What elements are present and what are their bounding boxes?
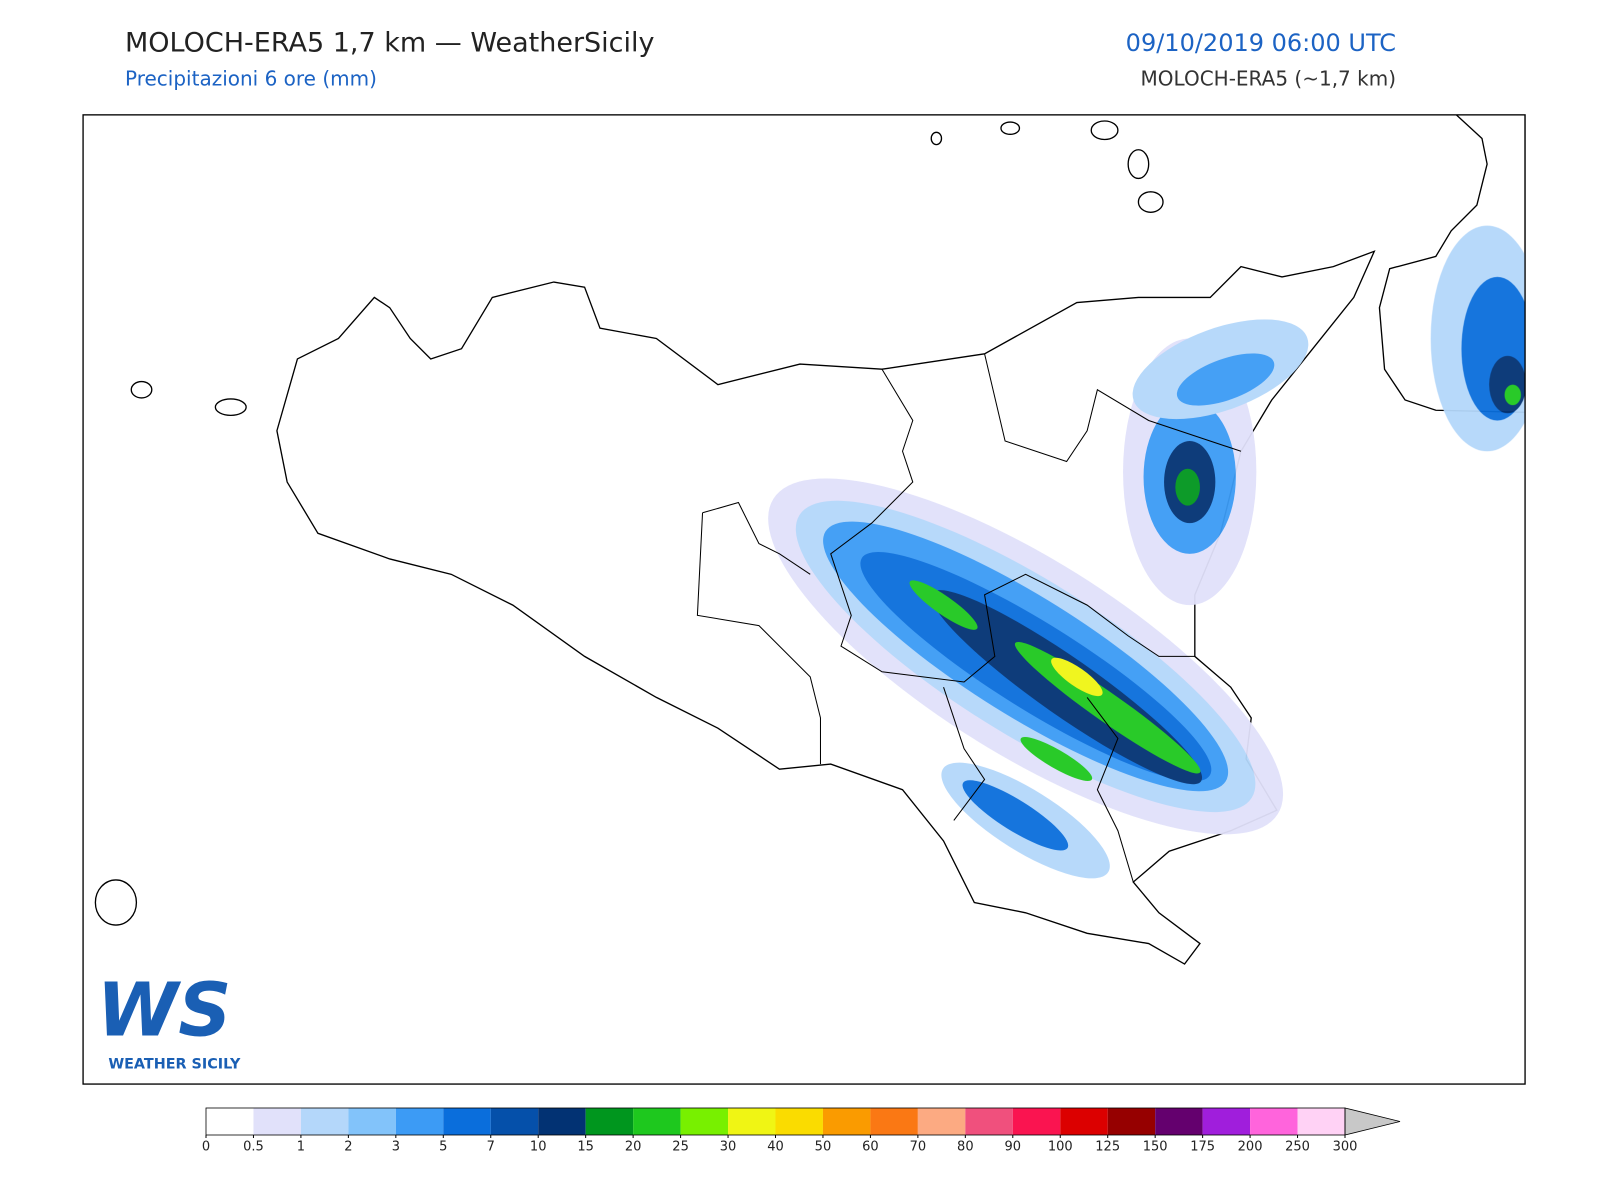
colorbar: 0 0.5 1 2 3 5 7 10 15 20 25 30 40 50 60 70 80 90 100 125 150… (202, 1107, 1401, 1155)
island (1090, 120, 1119, 141)
colorbar-tick-label: 125 (1095, 1140, 1120, 1155)
extend-triangle (1344, 1107, 1401, 1136)
color-box (443, 1108, 491, 1135)
color-box (1155, 1108, 1203, 1135)
color-box (538, 1108, 586, 1135)
color-box (1107, 1108, 1156, 1135)
colorbar-tick-label: 150 (1143, 1140, 1168, 1155)
island (214, 398, 247, 417)
colorbar-tick-label: 175 (1190, 1140, 1215, 1155)
island (1000, 121, 1021, 136)
color-box (395, 1108, 444, 1135)
colorbar-tick-label: 3 (392, 1140, 400, 1155)
colorbar-tick-label: 250 (1285, 1140, 1310, 1155)
colorbar-tick-label: 15 (577, 1140, 594, 1155)
colorbar-tick-label: 1 (297, 1140, 305, 1155)
color-box (775, 1108, 823, 1135)
color-box (1012, 1108, 1061, 1135)
colorbar-tick-label: 200 (1238, 1140, 1263, 1155)
colorbar-tick-label: 80 (957, 1140, 974, 1155)
color-box (822, 1108, 871, 1135)
colorbar-tick-label: 0.5 (243, 1140, 264, 1155)
colorbar-tick-label: 5 (439, 1140, 447, 1155)
colorbar-tick-label: 50 (815, 1140, 832, 1155)
colorbar-tick-label: 7 (487, 1140, 495, 1155)
color-box (300, 1108, 349, 1135)
color-box (917, 1108, 966, 1135)
color-box (206, 1108, 254, 1135)
map-frame (82, 114, 1526, 1085)
color-box (490, 1108, 539, 1135)
colorbar-tick-label: 0 (202, 1140, 210, 1155)
color-box (1297, 1108, 1345, 1135)
colorbar-tick-label: 30 (720, 1140, 737, 1155)
subtitle: Precipitazioni 6 ore (mm) (125, 67, 377, 91)
colorbar-tick-label: 20 (625, 1140, 642, 1155)
color-box (870, 1108, 918, 1135)
model-label: MOLOCH-ERA5 (~1,7 km) (1141, 67, 1396, 91)
island (130, 380, 153, 399)
island (1127, 149, 1150, 180)
color-box (348, 1108, 396, 1135)
colorbar-tick-label: 70 (910, 1140, 927, 1155)
color-box (633, 1108, 681, 1135)
province-borders (696, 353, 1242, 883)
logo-mark: WS (97, 967, 232, 1053)
logo-name: WEATHER SICILY (108, 1057, 241, 1073)
colorbar-tick-label: 100 (1048, 1140, 1073, 1155)
colorbar-tick-label: 40 (767, 1140, 784, 1155)
rain-field (768, 225, 1526, 879)
color-box (1060, 1108, 1108, 1135)
colorbar-tick-label: 300 (1333, 1140, 1358, 1155)
colorbar-tick-label: 2 (344, 1140, 352, 1155)
color-box (1250, 1108, 1298, 1135)
colorbar-tick-label: 10 (530, 1140, 547, 1155)
datetime: 09/10/2019 06:00 UTC (1126, 29, 1396, 57)
color-box (253, 1108, 301, 1135)
color-box (1202, 1108, 1251, 1135)
island (930, 131, 943, 146)
colorbar-tick-label: 60 (862, 1140, 879, 1155)
colorbar-tick-label: 90 (1005, 1140, 1022, 1155)
map: WS WEATHER SICILY (82, 114, 1526, 1085)
title: MOLOCH-ERA5 1,7 km — WeatherSicily (125, 28, 655, 59)
island (94, 879, 138, 926)
colorbar-tick-label: 25 (672, 1140, 689, 1155)
color-box (728, 1108, 776, 1135)
island (1137, 191, 1164, 213)
color-box (585, 1108, 634, 1135)
color-box (965, 1108, 1013, 1135)
color-box (680, 1108, 729, 1135)
